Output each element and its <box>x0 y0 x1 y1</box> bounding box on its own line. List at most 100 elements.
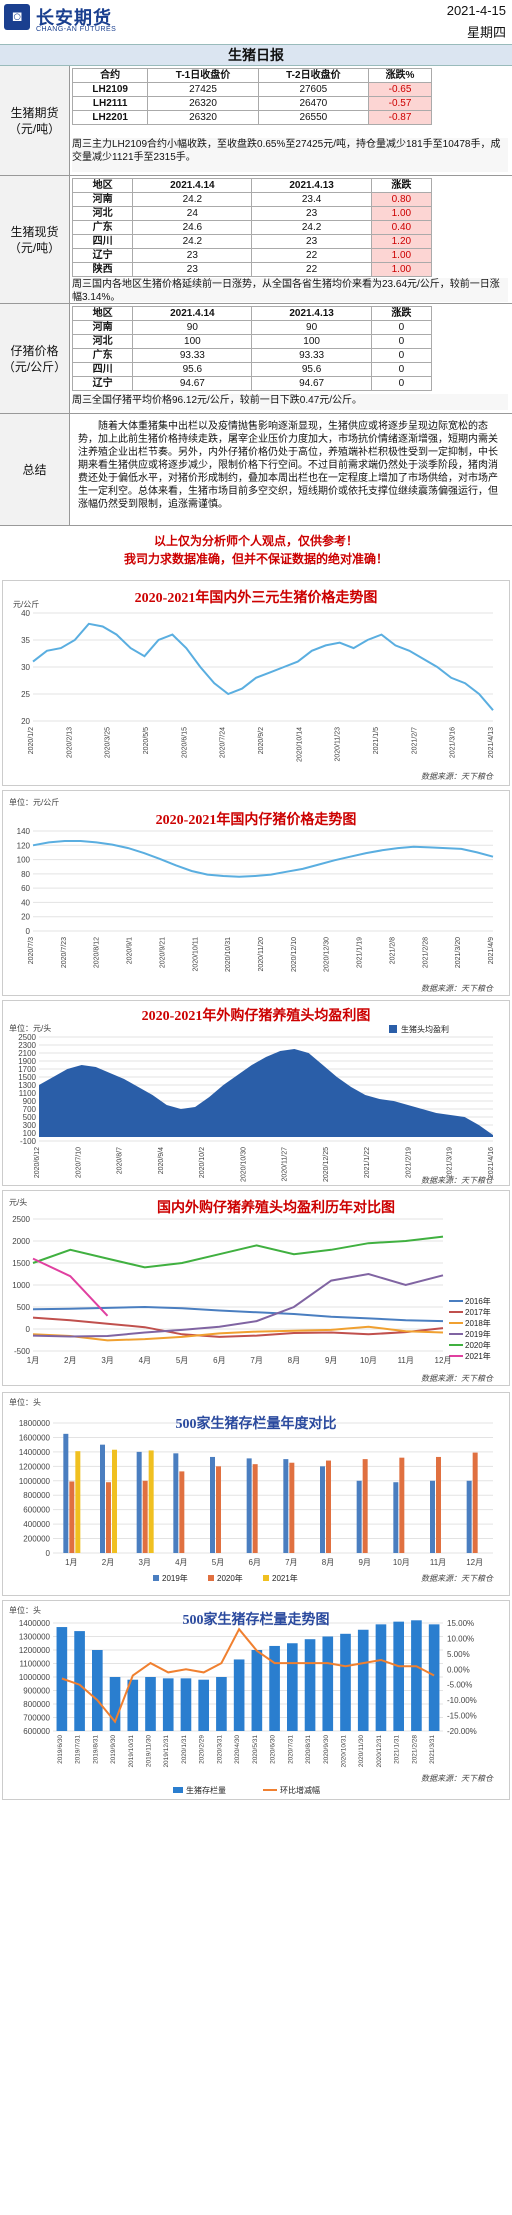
y-tick-label: 1200000 <box>19 1462 51 1471</box>
x-tick-label: 2021/3/31 <box>429 1735 436 1764</box>
chart-piglet-price: 2020-2021年国内仔猪价格走势图 单位：元/公斤 140 120 100 80 60… <box>2 790 510 996</box>
legend-label: 生猪存栏量 <box>186 1785 226 1795</box>
legend-label: 2019年 <box>465 1329 491 1339</box>
bar <box>362 1459 368 1553</box>
y-tick-label: 1100 <box>19 1089 37 1098</box>
legend-label: 2018年 <box>465 1318 491 1328</box>
x-tick-label: 9月 <box>358 1558 370 1567</box>
table-cell: 1.20 <box>370 234 433 249</box>
x-tick-label: 9月 <box>325 1356 337 1365</box>
x-tick-label: 10月 <box>360 1356 377 1365</box>
table-cell: 23 <box>251 206 372 221</box>
chart-profit-yoy: 国内外购仔猪养殖头均盈利历年对比图 元/头 2500 2000 1500 1000 500… <box>2 1190 510 1386</box>
chart-inventory-trend: 500家生猪存栏量走势图 单位：头 1400000 1300000 1200000 11… <box>2 1600 510 1800</box>
table-cell: 27605 <box>257 82 370 97</box>
x-tick-label: 2月 <box>102 1558 114 1567</box>
y-tick-label: 40 <box>21 898 30 907</box>
bar <box>340 1633 351 1731</box>
report-header: ◙ 长安期货 CHANG-AN FUTURES 2021-4-15 星期四 <box>0 0 512 44</box>
table-cell: 1.00 <box>370 248 433 263</box>
piglet-side-label: 仔猪价格（元/公斤） <box>0 304 70 413</box>
table-cell: 24.2 <box>251 220 372 235</box>
chart-inventory-yoy: 500家生猪存栏量年度对比 单位：头 1800000 1600000 1400000 1… <box>2 1392 510 1596</box>
table-header-cell: 2021.4.13 <box>251 178 372 193</box>
x-tick-label: 2020/7/23 <box>61 937 68 968</box>
y-tick-label: 35 <box>21 636 30 645</box>
table-row: 四川 95.6 95.6 0 <box>71 362 433 377</box>
table-cell: 四川 <box>71 362 134 377</box>
company-name: 长安期货 <box>36 8 112 28</box>
y-tick-label: -100 <box>20 1137 37 1146</box>
bar <box>320 1466 325 1553</box>
bar <box>210 1456 215 1553</box>
futures-table: 合约 T-1日收盘价 T-2日收盘价 涨跌% LH2109 27425 27605 -0.65… <box>71 68 432 125</box>
bar <box>216 1677 227 1731</box>
table-cell: LH2111 <box>71 96 149 111</box>
bar <box>252 1464 258 1553</box>
table-row: LH2109 27425 27605 -0.65 <box>71 82 432 97</box>
chart-sanyuan-price: 2020-2021年国内外三元生猪价格走势图 元/公斤 40 35 30 25 20 202… <box>2 580 510 786</box>
y2-tick-label: -10.00% <box>447 1696 477 1705</box>
x-tick-label: 2020/8/12 <box>94 937 101 968</box>
table-cell: 23 <box>132 262 253 277</box>
x-tick-label: 2021/1/5 <box>373 727 380 754</box>
x-tick-label: 2021/1/19 <box>357 937 364 968</box>
table-header-cell: 地区 <box>71 306 134 321</box>
y-unit-label: 单位：头 <box>9 1397 41 1407</box>
bar <box>136 1451 142 1553</box>
report-weekday: 星期四 <box>466 25 506 40</box>
chart-title: 2020-2021年外购仔猪养殖头均盈利图 <box>141 1009 371 1024</box>
bar <box>173 1453 179 1553</box>
series-line <box>32 1235 444 1269</box>
y-tick-label: 300 <box>23 1121 37 1130</box>
table-row: 河南 24.2 23.4 0.80 <box>71 192 433 207</box>
x-tick-label: 2020/2/29 <box>199 1735 206 1764</box>
y-unit-label: 元/公斤 <box>13 599 39 609</box>
y-tick-label: 700 <box>23 1105 37 1114</box>
legend-label: 2020年 <box>217 1573 243 1583</box>
company-logo-icon: ◙ <box>4 4 30 30</box>
bar <box>269 1645 280 1731</box>
y-unit-label: 单位：头 <box>9 1605 41 1615</box>
y2-tick-label: -15.00% <box>447 1712 477 1721</box>
piglet-section: 仔猪价格（元/公斤） 地区 2021.4.14 2021.4.13 涨跌 河南 90 90 0… <box>0 304 512 414</box>
y-tick-label: 20 <box>21 717 30 726</box>
x-tick-label: 2月 <box>64 1356 76 1365</box>
table-row: 河北 100 100 0 <box>71 334 433 349</box>
y-tick-label: 1300000 <box>19 1633 51 1642</box>
x-tick-label: 2019/10/31 <box>128 1735 135 1768</box>
x-tick-label: 2020/6/15 <box>181 727 188 758</box>
bar <box>428 1624 440 1731</box>
chart-profit: 2020-2021年外购仔猪养殖头均盈利图 单位：元/头 生猪头均盈利 2500 23… <box>2 1000 510 1186</box>
y-tick-label: 900 <box>23 1097 37 1106</box>
x-tick-label: 2020/11/20 <box>258 937 265 972</box>
table-header-cell: 涨跌% <box>368 68 432 83</box>
table-row: 广东 24.6 24.2 0.40 <box>71 220 433 235</box>
x-tick-label: 6月 <box>248 1558 260 1567</box>
table-cell: 河北 <box>71 334 134 349</box>
x-tick-label: 2020/7/24 <box>220 727 227 758</box>
x-tick-label: 1月 <box>65 1558 77 1567</box>
x-tick-label: 2019/11/30 <box>146 1735 153 1767</box>
x-tick-label: 2019/7/31 <box>75 1735 82 1764</box>
y-tick-label: 1400000 <box>19 1619 51 1628</box>
futures-section: 生猪期货（元/吨） 合约 T-1日收盘价 T-2日收盘价 涨跌% LH2109 27425… <box>0 66 512 176</box>
x-tick-label: 3月 <box>138 1558 150 1567</box>
table-header-cell: T-1日收盘价 <box>147 68 259 83</box>
bar <box>375 1624 387 1731</box>
y-tick-label: 1700 <box>18 1065 36 1074</box>
y2-tick-label: 0.00% <box>447 1665 470 1674</box>
x-tick-label: 6月 <box>213 1356 225 1365</box>
table-cell: 95.6 <box>251 362 372 377</box>
legend-swatch <box>389 1025 397 1033</box>
bar <box>322 1636 334 1731</box>
chart-title: 500家生猪存栏量年度对比 <box>175 1417 337 1432</box>
bar <box>304 1639 316 1731</box>
bar <box>162 1678 174 1731</box>
table-cell: 陕西 <box>71 262 134 277</box>
disclaimer-line-1: 以上仅为分析师个人观点，仅供参考！ <box>153 534 358 548</box>
bar <box>326 1460 331 1553</box>
x-tick-label: 2020/10/31 <box>341 1735 348 1768</box>
spot-section: 生猪现货（元/吨） 地区 2021.4.14 2021.4.13 涨跌 河南 24.2 23… <box>0 176 512 304</box>
x-tick-label: 8月 <box>288 1356 300 1365</box>
